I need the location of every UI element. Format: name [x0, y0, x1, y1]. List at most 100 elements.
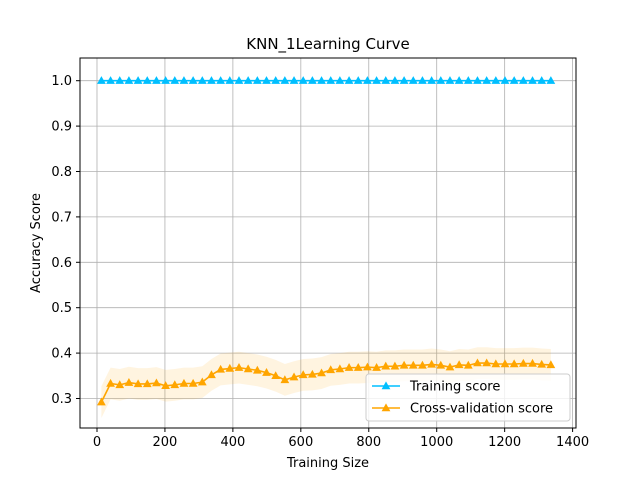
data-point — [234, 363, 244, 371]
data-point — [463, 360, 473, 369]
data-point — [106, 378, 115, 387]
legend-box — [365, 373, 571, 422]
x-tick-label: 400 — [220, 435, 245, 450]
data-point — [454, 360, 464, 369]
data-point — [473, 358, 482, 367]
data-point — [353, 363, 363, 371]
data-point — [289, 76, 299, 84]
data-point — [188, 76, 198, 84]
data-point — [234, 76, 244, 84]
data-point — [427, 76, 436, 84]
data-point — [445, 76, 455, 84]
data-point — [243, 76, 253, 84]
data-point — [463, 76, 473, 84]
data-point — [207, 76, 216, 84]
data-point — [115, 380, 125, 389]
data-point — [298, 76, 308, 84]
data-point — [335, 76, 345, 84]
legend-swatch-marker — [381, 403, 391, 412]
legend-label: Training score — [409, 380, 500, 395]
data-point — [473, 76, 482, 84]
data-point — [262, 368, 271, 376]
data-point — [317, 76, 326, 84]
data-point — [546, 76, 556, 84]
plot-frame — [79, 57, 577, 429]
y-tick-label: 0.8 — [51, 165, 72, 180]
series-markers — [97, 76, 556, 406]
data-point — [207, 370, 216, 379]
data-point — [133, 76, 143, 84]
chart-title: KNN_1Learning Curve — [246, 35, 409, 54]
x-tick-label: 600 — [288, 435, 313, 450]
data-point — [152, 76, 161, 84]
data-point — [97, 397, 106, 406]
data-point — [528, 358, 537, 367]
data-point — [390, 361, 400, 370]
data-point — [436, 360, 446, 369]
x-tick-label: 0 — [93, 435, 101, 450]
data-point — [500, 359, 510, 368]
data-point — [372, 76, 381, 84]
data-point — [381, 76, 391, 84]
y-tick-label: 0.4 — [51, 347, 72, 362]
data-point — [280, 76, 290, 84]
data-point — [252, 76, 262, 84]
data-point — [482, 76, 492, 84]
data-point — [225, 363, 235, 372]
y-tick-label: 0.7 — [51, 210, 72, 225]
data-point — [298, 370, 308, 379]
data-point — [161, 381, 170, 389]
data-point — [152, 378, 161, 387]
data-point — [289, 372, 299, 381]
data-point — [436, 76, 446, 84]
data-point — [197, 377, 207, 386]
data-point — [353, 76, 363, 84]
data-point — [280, 375, 290, 384]
data-point — [445, 362, 455, 371]
x-tick-label: 1400 — [556, 435, 589, 450]
data-point — [271, 76, 281, 84]
data-point — [243, 364, 253, 373]
data-point — [326, 76, 336, 84]
data-point — [124, 378, 134, 386]
data-point — [225, 76, 235, 84]
data-point — [408, 76, 418, 84]
data-point — [418, 76, 427, 84]
data-point — [161, 76, 170, 84]
data-point — [509, 359, 519, 368]
data-point — [133, 379, 143, 388]
data-point — [537, 359, 547, 368]
data-point — [271, 371, 281, 380]
data-point — [363, 76, 372, 84]
data-point — [216, 76, 226, 84]
data-point — [326, 365, 336, 374]
data-point — [124, 76, 134, 84]
x-tick-label: 800 — [356, 435, 381, 450]
data-point — [179, 378, 189, 387]
x-tick-label: 1000 — [420, 435, 453, 450]
data-point — [399, 76, 409, 84]
y-axis-label: Accuracy Score — [29, 193, 44, 293]
y-tick-label: 0.3 — [51, 392, 72, 407]
grid-lines — [80, 58, 576, 428]
data-point — [97, 76, 106, 84]
legend-swatch-marker — [381, 381, 391, 390]
data-point — [454, 76, 464, 84]
y-tick-label: 1.0 — [51, 74, 72, 89]
data-point — [142, 76, 152, 84]
data-point — [537, 76, 547, 84]
data-point — [115, 76, 125, 84]
data-point — [399, 360, 409, 369]
data-point — [308, 369, 317, 378]
y-tick-label: 0.6 — [51, 256, 72, 271]
data-point — [500, 76, 510, 84]
data-point — [427, 359, 436, 368]
data-point — [344, 363, 354, 371]
legend-label: Cross-validation score — [410, 402, 553, 417]
axis-ticks: 0 200 400 600 800 1000 1200 1400 0.3 0.4 0.5 0.6 0.7… — [51, 74, 589, 450]
data-point — [509, 76, 519, 84]
data-point — [363, 362, 372, 371]
x-tick-label: 200 — [153, 435, 178, 450]
data-point — [335, 364, 345, 373]
